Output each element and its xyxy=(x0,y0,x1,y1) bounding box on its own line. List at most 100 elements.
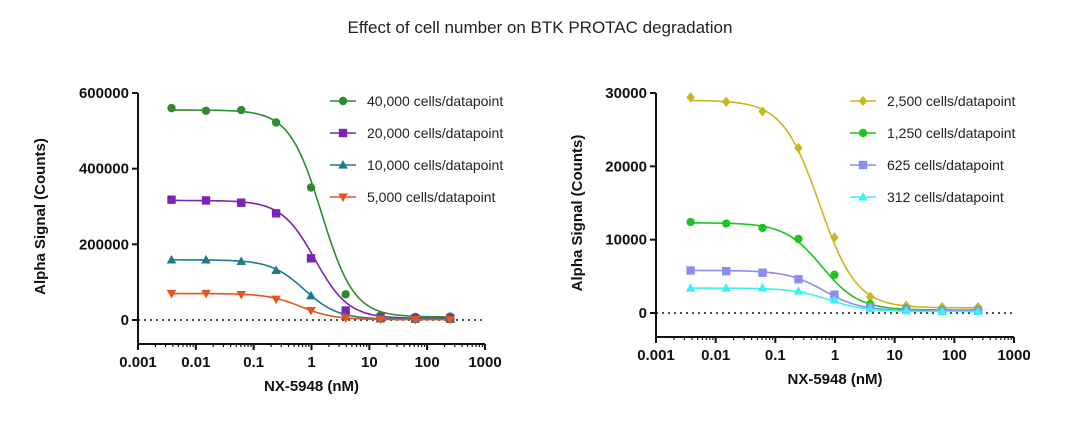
legend-label: 312 cells/datapoint xyxy=(887,189,1004,205)
x-tick-label: 1000 xyxy=(468,354,501,371)
x-tick-label: 100 xyxy=(415,354,440,371)
data-point xyxy=(237,198,246,207)
data-point xyxy=(973,306,983,316)
data-point xyxy=(167,195,176,204)
data-point xyxy=(445,316,455,325)
data-point xyxy=(271,118,281,127)
data-point xyxy=(201,289,211,299)
x-tick-label: 1 xyxy=(831,347,839,364)
y-axis-label: Alpha Signal (Counts) xyxy=(569,135,586,292)
data-point xyxy=(758,268,767,277)
data-point xyxy=(306,254,316,263)
x-tick-label: 1000 xyxy=(997,347,1030,364)
data-point xyxy=(794,234,803,244)
data-point xyxy=(793,286,804,295)
fit-curve xyxy=(690,99,979,309)
legend-label: 20,000 cells/datapoint xyxy=(367,125,503,141)
series-3: 10,000 cells/datapoint xyxy=(166,157,503,323)
data-point xyxy=(830,290,839,299)
data-point xyxy=(271,265,281,275)
x-tick-label: 10 xyxy=(886,347,903,364)
data-point xyxy=(758,106,767,117)
data-point xyxy=(721,283,731,292)
data-point xyxy=(410,316,421,325)
x-tick-label: 100 xyxy=(942,347,967,364)
legend-marker xyxy=(338,96,348,106)
data-point xyxy=(166,289,177,299)
x-axis-label: NX-5948 (nM) xyxy=(787,371,882,388)
legend-marker xyxy=(338,160,348,169)
data-point xyxy=(306,306,316,316)
data-point xyxy=(686,266,695,275)
x-tick-label: 0.01 xyxy=(701,347,730,364)
data-point xyxy=(236,256,247,265)
data-point xyxy=(794,275,803,284)
data-point xyxy=(866,291,875,303)
data-point xyxy=(271,295,281,305)
data-point xyxy=(830,270,839,280)
data-point xyxy=(829,294,840,304)
data-point xyxy=(757,283,768,292)
chart-title: Effect of cell number on BTK PROTAC degr… xyxy=(347,18,733,37)
y-tick-label: 0 xyxy=(639,305,647,322)
y-axis-label: Alpha Signal (Counts) xyxy=(32,138,49,295)
legend-label: 1,250 cells/datapoint xyxy=(887,125,1016,141)
data-point xyxy=(721,96,731,107)
y-tick-label: 0 xyxy=(121,312,129,329)
x-axis-label: NX-5948 (nM) xyxy=(264,378,359,395)
data-point xyxy=(794,142,803,154)
data-point xyxy=(686,217,695,227)
legend-marker xyxy=(858,128,868,138)
chart-panel-2: 0 10000 20000 30000 0.001 0.01 0.1 1 10 100 1000 NX… xyxy=(569,85,1031,388)
fit-curve xyxy=(171,199,451,320)
fit-curve xyxy=(171,109,451,318)
legend-label: 625 cells/datapoint xyxy=(887,157,1004,173)
y-tick-label: 20000 xyxy=(605,158,647,175)
data-point xyxy=(340,314,351,324)
data-point xyxy=(306,290,316,300)
data-point xyxy=(721,219,731,228)
x-tick-label: 0.01 xyxy=(181,354,210,371)
y-tick-label: 400000 xyxy=(79,161,129,178)
fit-curve xyxy=(690,222,979,311)
data-point xyxy=(167,103,176,113)
data-point xyxy=(306,183,316,192)
legend-label: 5,000 cells/datapoint xyxy=(367,189,496,205)
data-point xyxy=(201,196,211,205)
data-point xyxy=(341,290,350,299)
y-tick-label: 10000 xyxy=(605,232,647,249)
data-point xyxy=(341,306,350,315)
data-point xyxy=(830,232,839,243)
legend-marker xyxy=(858,192,868,201)
x-tick-label: 0.001 xyxy=(637,347,675,364)
x-tick-label: 0.1 xyxy=(765,347,786,364)
data-point xyxy=(375,315,386,325)
data-point xyxy=(271,209,281,218)
chart-panel-1: 0 200000 400000 600000 0.001 0.01 0.1 1 10 100 100… xyxy=(32,85,503,395)
legend-marker xyxy=(858,95,868,107)
data-point xyxy=(201,106,211,115)
legend-marker xyxy=(858,160,868,170)
legend-label: 40,000 cells/datapoint xyxy=(367,93,503,109)
x-tick-label: 0.001 xyxy=(119,354,157,371)
data-point xyxy=(865,303,876,313)
series-1: 40,000 cells/datapoint xyxy=(167,93,503,322)
data-point xyxy=(721,267,731,276)
series-2: 20,000 cells/datapoint xyxy=(167,125,503,323)
data-point xyxy=(686,92,695,103)
series-4: 312 cells/datapoint xyxy=(685,189,1004,316)
x-tick-label: 0.1 xyxy=(243,354,264,371)
y-tick-label: 200000 xyxy=(79,236,129,253)
data-point xyxy=(937,306,947,316)
data-point xyxy=(758,223,767,233)
data-point xyxy=(236,291,247,300)
data-point xyxy=(166,254,177,264)
series-2: 1,250 cells/datapoint xyxy=(686,125,1016,315)
y-tick-label: 600000 xyxy=(79,85,129,102)
data-point xyxy=(685,283,696,292)
legend-marker xyxy=(338,193,348,202)
x-tick-label: 10 xyxy=(361,354,378,371)
legend-label: 10,000 cells/datapoint xyxy=(367,157,503,173)
legend-label: 2,500 cells/datapoint xyxy=(887,93,1016,109)
